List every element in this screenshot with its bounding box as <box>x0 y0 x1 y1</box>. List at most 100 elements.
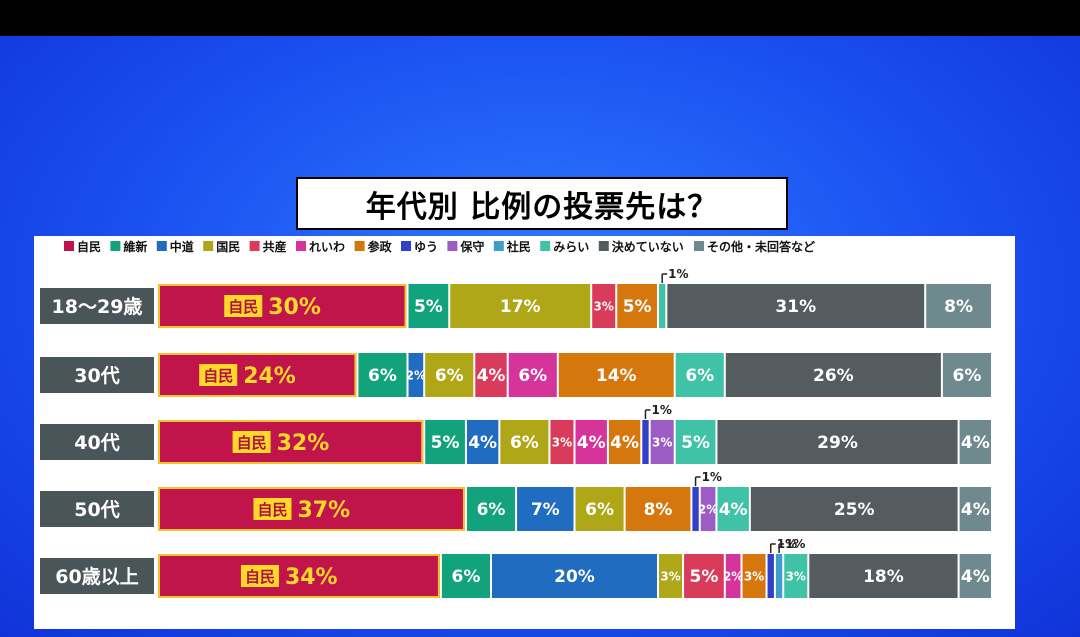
bar-2-12 <box>959 420 991 464</box>
bar-value-label-1-0: 24% <box>243 364 296 389</box>
bar-value-label-0-11: 31% <box>775 297 816 317</box>
bar-value-label-3-10: 4% <box>719 500 748 520</box>
highlight-border-1 <box>158 353 357 397</box>
bar-value-label-0-12: 8% <box>944 297 973 317</box>
party-badge-label-4: 自民 <box>245 568 275 586</box>
bar-4-11 <box>809 554 958 598</box>
legend-label-6: 参政 <box>368 239 393 254</box>
bar-1-3 <box>425 353 474 397</box>
bar-1-10 <box>675 353 724 397</box>
bar-value-label-4-5: 2% <box>723 569 743 583</box>
highlight-border-2 <box>158 420 424 464</box>
legend-label-4: 共産 <box>263 239 287 254</box>
bar-3-1 <box>466 487 516 531</box>
bar-value-label-1-3: 6% <box>435 366 464 386</box>
legend-swatch-9 <box>493 241 504 251</box>
bar-2-0 <box>158 420 424 464</box>
chart-title: 年代別 比例の投票先は？ <box>365 189 719 225</box>
bar-value-label-0-6: 5% <box>623 297 652 317</box>
bar-value-label-3-2: 7% <box>531 500 560 520</box>
bar-value-label-0-0: 30% <box>268 295 321 320</box>
bar-value-label-1-4: 4% <box>477 366 506 386</box>
category-label-4: 60歳以上 <box>55 566 138 588</box>
bar-1-6 <box>558 353 674 397</box>
bar-value-label-3-1: 6% <box>477 500 506 520</box>
highlight-border-3 <box>158 487 465 531</box>
callout-label-4-9: 1% <box>785 537 805 551</box>
bar-4-6 <box>742 554 766 598</box>
party-badge-3 <box>253 498 292 520</box>
bar-4-3 <box>659 554 683 598</box>
highlight-border-0 <box>158 284 407 328</box>
bar-value-label-3-8: 2% <box>698 502 718 516</box>
legend-swatch-6 <box>354 241 365 251</box>
bar-value-label-2-12: 4% <box>961 433 990 453</box>
legend-swatch-2 <box>156 241 167 251</box>
legend-label-5: れいわ <box>309 240 345 254</box>
bar-value-label-2-8: 3% <box>652 435 672 449</box>
bar-value-label-4-12: 4% <box>961 567 990 587</box>
bar-3-8 <box>700 487 716 531</box>
legend-label-11: 決めていない <box>612 239 684 254</box>
bar-2-5 <box>575 420 607 464</box>
party-badge-1 <box>199 364 238 386</box>
bar-value-label-3-0: 37% <box>297 498 350 523</box>
legend-label-12: その他・未回答など <box>707 239 815 254</box>
bar-1-1 <box>358 353 407 397</box>
bar-3-0 <box>158 487 465 531</box>
party-badge-label-1: 自民 <box>203 367 233 385</box>
bar-2-4 <box>550 420 574 464</box>
legend-label-0: 自民 <box>77 239 101 254</box>
bar-value-label-2-2: 4% <box>468 433 497 453</box>
category-label-2: 40代 <box>74 432 119 454</box>
party-badge-0 <box>224 295 263 317</box>
legend-swatch-3 <box>203 241 214 251</box>
bar-1-11 <box>725 353 941 397</box>
bar-value-label-4-1: 6% <box>452 567 481 587</box>
stacked-bar-chart: 自民 維新 中道 国民 共産 れいわ 参政 ゆう 保守 社民 みらい 決めていない その他・未回答など 1… <box>40 239 991 598</box>
category-box-3 <box>40 491 154 527</box>
bar-4-12 <box>959 554 991 598</box>
bar-4-7 <box>767 554 774 598</box>
bar-value-label-2-3: 6% <box>510 433 539 453</box>
legend-label-9: 社民 <box>506 239 531 254</box>
bar-1-4 <box>475 353 507 397</box>
bar-0-6 <box>617 284 657 328</box>
category-label-0: 18〜29歳 <box>52 296 143 318</box>
bar-value-label-4-2: 20% <box>554 567 595 587</box>
bar-4-5 <box>725 554 741 598</box>
legend-swatch-7 <box>401 241 411 251</box>
bar-4-10 <box>784 554 808 598</box>
bar-2-1 <box>425 420 465 464</box>
legend-label-2: 中道 <box>170 239 194 254</box>
category-box-0 <box>40 288 154 324</box>
highlight-border-4 <box>158 554 440 598</box>
bar-0-11 <box>667 284 925 328</box>
bar-value-label-4-6: 3% <box>744 569 764 583</box>
bar-4-4 <box>684 554 724 598</box>
bar-3-11 <box>750 487 958 531</box>
callout-label-2-7: 1% <box>651 403 671 417</box>
legend-swatch-8 <box>447 241 458 251</box>
bar-4-0 <box>158 554 440 598</box>
bar-2-7 <box>642 420 649 464</box>
legend-swatch-0 <box>64 241 74 251</box>
bar-value-label-2-4: 3% <box>552 435 572 449</box>
bar-value-label-2-1: 5% <box>431 433 460 453</box>
legend-label-3: 国民 <box>216 240 240 254</box>
bar-value-label-0-1: 5% <box>414 297 443 317</box>
callout-label-3-7: 1% <box>702 470 722 484</box>
category-box-4 <box>40 558 154 594</box>
bar-3-3 <box>575 487 624 531</box>
bar-value-label-2-11: 29% <box>817 433 858 453</box>
bar-0-12 <box>926 284 991 328</box>
bar-1-12 <box>942 353 991 397</box>
category-label-3: 50代 <box>74 499 119 521</box>
bar-2-11 <box>717 420 958 464</box>
legend-swatch-1 <box>110 241 121 251</box>
bar-value-label-2-5: 4% <box>577 433 606 453</box>
legend-swatch-4 <box>249 241 260 251</box>
legend-label-7: ゆう <box>414 240 438 254</box>
callout-label-4-7: 1% <box>777 537 797 551</box>
bar-value-label-1-6: 14% <box>596 366 637 386</box>
